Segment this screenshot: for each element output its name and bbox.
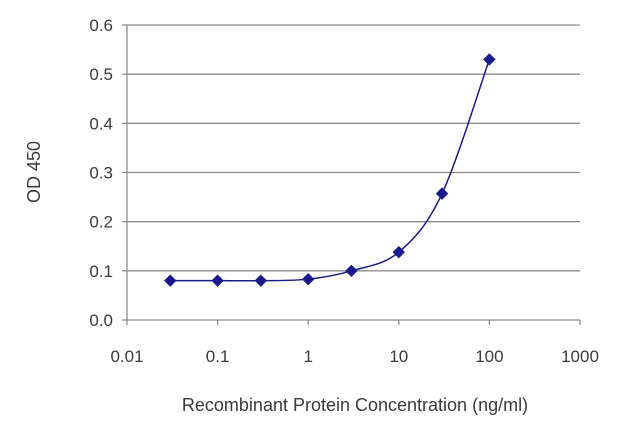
data-point-marker — [164, 274, 177, 287]
series-layer — [164, 53, 496, 287]
data-point-marker — [435, 187, 449, 200]
tick-label-layer: 0.0 0.1 0.2 0.3 0.4 0.5 0.6 0.01 0.1 1 10 100 1000 — [89, 16, 599, 366]
axis-layer — [122, 24, 581, 325]
x-tick-label: 0.1 — [206, 347, 230, 366]
x-tick-label: 10 — [389, 347, 408, 366]
y-axis-title: OD 450 — [24, 141, 44, 203]
y-tick-label: 0.2 — [89, 213, 113, 232]
y-tick-label: 0.0 — [89, 311, 113, 330]
series-line — [170, 59, 491, 282]
y-tick-label: 0.1 — [89, 262, 113, 281]
x-axis-title: Recombinant Protein Concentration (ng/ml… — [182, 395, 528, 415]
x-tick-label: 1000 — [561, 347, 599, 366]
data-point-marker — [254, 274, 268, 287]
y-tick-label: 0.6 — [89, 16, 113, 35]
y-tick-label: 0.4 — [89, 114, 113, 133]
y-tick-label: 0.5 — [89, 65, 113, 84]
x-tick-label: 1 — [303, 347, 312, 366]
x-tick-label: 0.01 — [110, 347, 143, 366]
x-tick-label: 100 — [475, 347, 503, 366]
y-tick-label: 0.3 — [89, 164, 113, 183]
data-point-marker — [211, 274, 224, 287]
data-point-marker — [392, 245, 406, 259]
data-point-marker — [345, 264, 358, 278]
data-point-marker — [301, 272, 315, 286]
grid-layer — [127, 24, 580, 272]
data-point-marker — [483, 53, 496, 66]
